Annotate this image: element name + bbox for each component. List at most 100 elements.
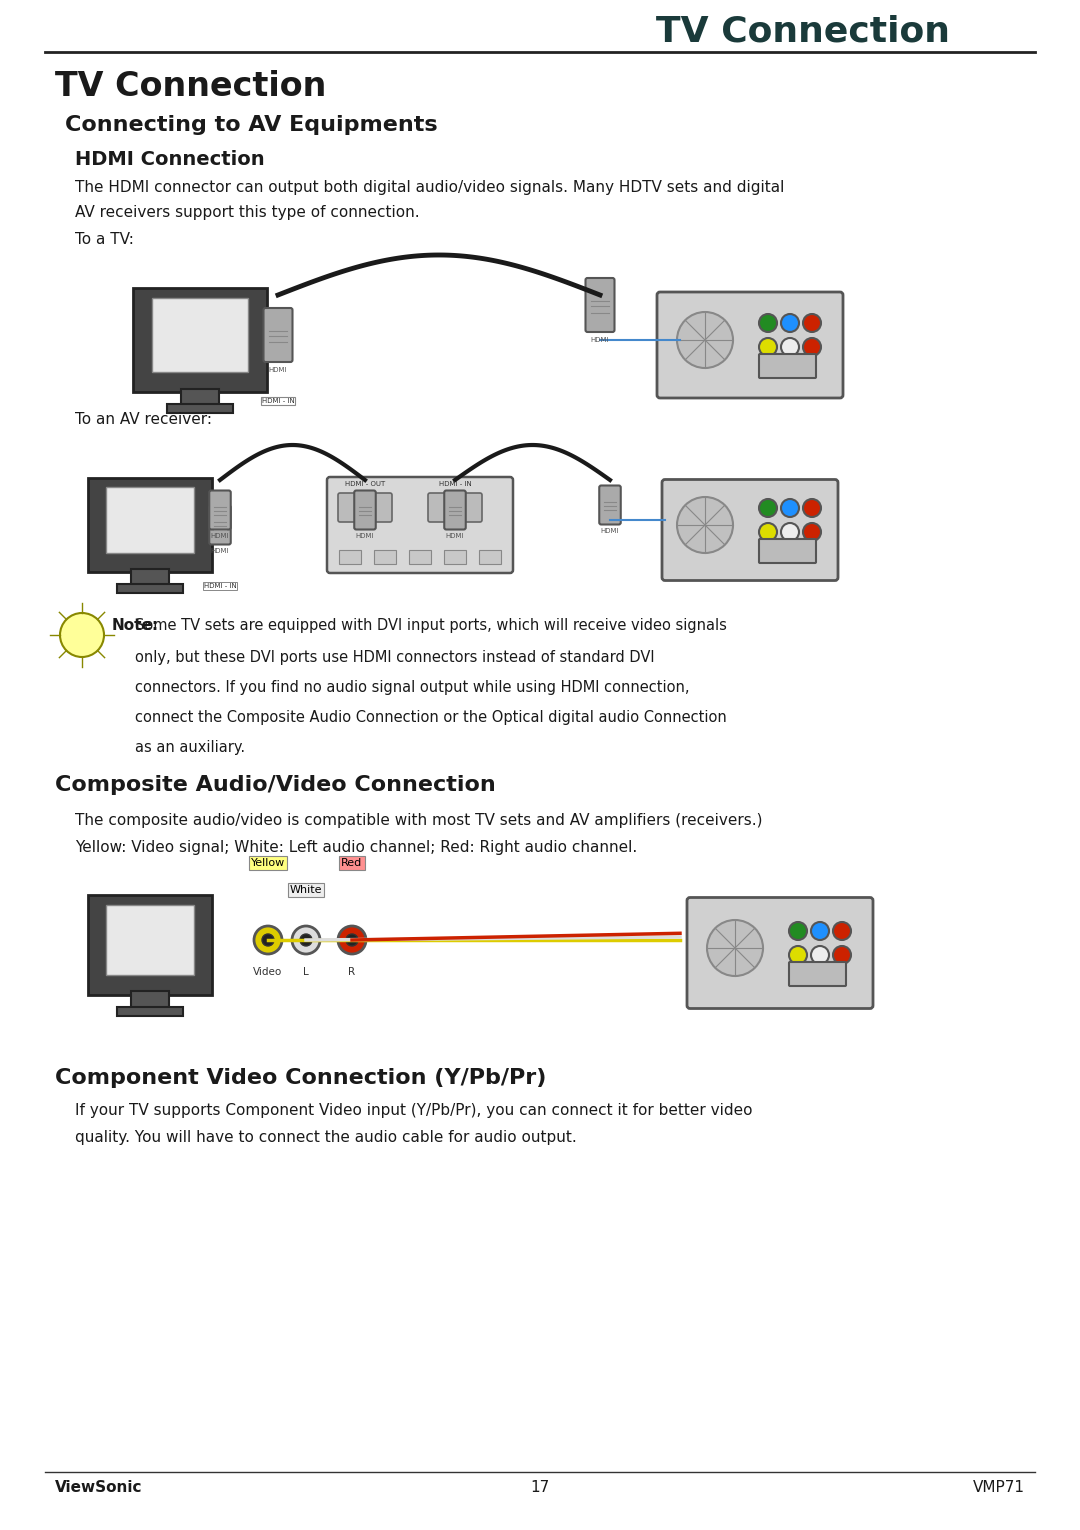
FancyBboxPatch shape	[133, 288, 267, 392]
Circle shape	[262, 933, 274, 946]
Circle shape	[833, 923, 851, 939]
Text: Connecting to AV Equipments: Connecting to AV Equipments	[65, 115, 437, 135]
Text: Video: Video	[254, 967, 283, 978]
FancyBboxPatch shape	[87, 895, 212, 994]
FancyBboxPatch shape	[409, 549, 431, 565]
Text: HDMI Connection: HDMI Connection	[75, 150, 265, 168]
Text: Composite Audio/Video Connection: Composite Audio/Video Connection	[55, 776, 496, 796]
Circle shape	[811, 923, 829, 939]
Text: connectors. If you find no audio signal output while using HDMI connection,: connectors. If you find no audio signal …	[135, 679, 689, 695]
FancyBboxPatch shape	[480, 549, 501, 565]
Text: If your TV supports Component Video input (Y/Pb/Pr), you can connect it for bett: If your TV supports Component Video inpu…	[75, 1103, 753, 1118]
Text: HDMI: HDMI	[591, 338, 609, 344]
Circle shape	[759, 523, 777, 542]
FancyBboxPatch shape	[585, 278, 615, 332]
FancyBboxPatch shape	[374, 549, 396, 565]
Circle shape	[804, 314, 821, 332]
Text: 17: 17	[530, 1480, 550, 1495]
Circle shape	[789, 946, 807, 964]
Text: Note:: Note:	[112, 618, 159, 633]
FancyBboxPatch shape	[759, 353, 816, 378]
FancyBboxPatch shape	[339, 549, 361, 565]
Text: connect the Composite Audio Connection or the Optical digital audio Connection: connect the Composite Audio Connection o…	[135, 710, 727, 725]
Circle shape	[300, 933, 312, 946]
Text: HDMI: HDMI	[211, 532, 229, 539]
Circle shape	[254, 926, 282, 955]
Text: Yellow: Video signal; White: Left audio channel; Red: Right audio channel.: Yellow: Video signal; White: Left audio …	[75, 840, 637, 855]
Text: Yellow: Yellow	[251, 858, 285, 868]
Circle shape	[804, 523, 821, 542]
Text: The HDMI connector can output both digital audio/video signals. Many HDTV sets a: The HDMI connector can output both digit…	[75, 181, 784, 194]
FancyBboxPatch shape	[354, 491, 376, 529]
Circle shape	[781, 499, 799, 517]
FancyBboxPatch shape	[687, 898, 873, 1008]
Text: HDMI - IN: HDMI - IN	[204, 583, 237, 589]
Text: L: L	[303, 967, 309, 978]
Text: The composite audio/video is compatible with most TV sets and AV amplifiers (rec: The composite audio/video is compatible …	[75, 812, 762, 828]
Text: HDMI - IN: HDMI - IN	[438, 480, 471, 487]
Circle shape	[759, 499, 777, 517]
FancyBboxPatch shape	[327, 477, 513, 574]
Circle shape	[707, 920, 762, 976]
Text: HDMI: HDMI	[269, 367, 287, 373]
FancyBboxPatch shape	[789, 962, 846, 985]
Text: HDMI: HDMI	[446, 532, 464, 539]
FancyBboxPatch shape	[131, 569, 168, 589]
Text: HDMI - OUT: HDMI - OUT	[345, 480, 386, 487]
Circle shape	[781, 338, 799, 356]
Circle shape	[804, 499, 821, 517]
FancyBboxPatch shape	[210, 505, 231, 545]
FancyBboxPatch shape	[167, 404, 233, 413]
FancyBboxPatch shape	[662, 479, 838, 580]
FancyBboxPatch shape	[117, 1007, 183, 1016]
Text: Red: Red	[341, 858, 363, 868]
FancyBboxPatch shape	[444, 491, 465, 529]
Text: To an AV receiver:: To an AV receiver:	[75, 412, 212, 427]
Circle shape	[789, 923, 807, 939]
FancyBboxPatch shape	[444, 549, 465, 565]
FancyBboxPatch shape	[131, 991, 168, 1011]
Text: HDMI: HDMI	[355, 532, 375, 539]
FancyBboxPatch shape	[152, 298, 247, 372]
Text: AV receivers support this type of connection.: AV receivers support this type of connec…	[75, 205, 420, 220]
Text: HDMI: HDMI	[211, 548, 229, 554]
Text: HDMI: HDMI	[600, 528, 619, 534]
Text: R: R	[349, 967, 355, 978]
Circle shape	[781, 523, 799, 542]
Text: ViewSonic: ViewSonic	[55, 1480, 143, 1495]
Text: TV Connection: TV Connection	[656, 15, 950, 49]
FancyBboxPatch shape	[106, 487, 194, 554]
Text: quality. You will have to connect the audio cable for audio output.: quality. You will have to connect the au…	[75, 1131, 577, 1144]
Circle shape	[338, 926, 366, 955]
FancyBboxPatch shape	[264, 308, 293, 363]
FancyBboxPatch shape	[181, 389, 219, 409]
FancyBboxPatch shape	[106, 904, 194, 975]
Text: Some TV sets are equipped with DVI input ports, which will receive video signals: Some TV sets are equipped with DVI input…	[135, 618, 727, 633]
Text: White: White	[289, 884, 322, 895]
FancyBboxPatch shape	[117, 584, 183, 594]
Circle shape	[781, 314, 799, 332]
Circle shape	[292, 926, 320, 955]
Circle shape	[759, 338, 777, 356]
Text: as an auxiliary.: as an auxiliary.	[135, 741, 245, 754]
Text: only, but these DVI ports use HDMI connectors instead of standard DVI: only, but these DVI ports use HDMI conne…	[135, 650, 654, 666]
Text: VMP71: VMP71	[973, 1480, 1025, 1495]
Circle shape	[759, 314, 777, 332]
FancyBboxPatch shape	[657, 292, 843, 398]
Circle shape	[60, 614, 104, 656]
Text: HDMI - IN: HDMI - IN	[261, 398, 295, 404]
FancyBboxPatch shape	[87, 477, 212, 572]
FancyBboxPatch shape	[338, 493, 392, 522]
Circle shape	[677, 497, 733, 552]
Circle shape	[346, 933, 357, 946]
FancyBboxPatch shape	[599, 485, 621, 525]
FancyBboxPatch shape	[759, 539, 816, 563]
Text: Component Video Connection (Y/Pb/Pr): Component Video Connection (Y/Pb/Pr)	[55, 1068, 546, 1088]
FancyBboxPatch shape	[210, 491, 231, 529]
Circle shape	[811, 946, 829, 964]
FancyBboxPatch shape	[428, 493, 482, 522]
Circle shape	[677, 312, 733, 369]
Circle shape	[833, 946, 851, 964]
Circle shape	[804, 338, 821, 356]
Text: TV Connection: TV Connection	[55, 70, 326, 103]
